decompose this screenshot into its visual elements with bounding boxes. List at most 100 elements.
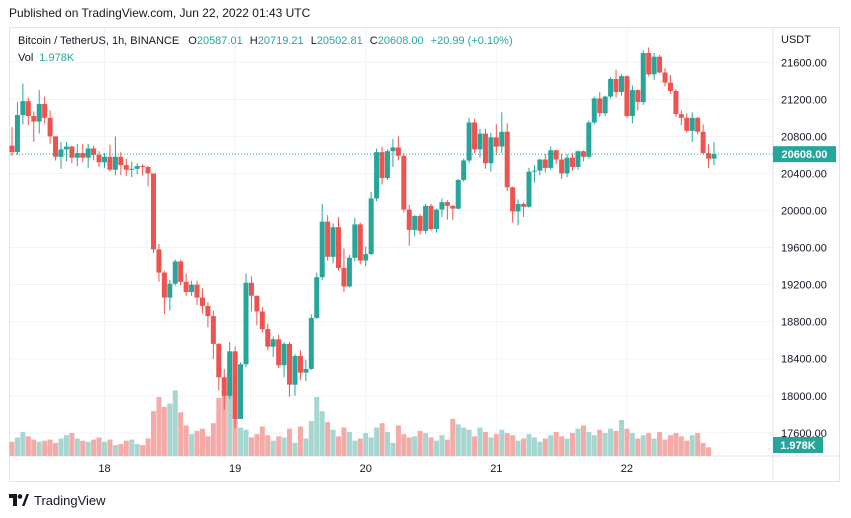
volume-bar (597, 429, 603, 456)
volume-bar (123, 440, 129, 456)
volume-bar (205, 436, 211, 456)
volume-bar (537, 441, 543, 456)
candle-body (618, 76, 624, 92)
candle-body (444, 202, 450, 206)
candle-body (69, 146, 75, 158)
candle-body (570, 157, 576, 167)
candle-body (210, 316, 216, 344)
volume-bar (270, 440, 276, 456)
low-label: L (310, 35, 317, 47)
volume-bar (548, 435, 554, 456)
candle-body (553, 150, 559, 160)
candle-body (216, 343, 222, 378)
volume-bar (695, 433, 701, 456)
candle-body (129, 168, 135, 170)
last-price-badge (773, 146, 836, 163)
candle-body (91, 148, 97, 155)
volume-bar (657, 431, 663, 456)
candle-body (47, 117, 53, 137)
volume-bar (515, 440, 521, 456)
candle-body (542, 159, 548, 168)
candle-body (25, 101, 31, 117)
grid (10, 28, 840, 480)
volume-bar (559, 436, 565, 456)
candle-body (662, 72, 668, 83)
candle-body (591, 98, 597, 123)
candle-body (368, 198, 374, 255)
x-tick-label: 22 (621, 463, 633, 475)
volume-value: 1.978K (39, 52, 75, 64)
candle-body (205, 305, 211, 317)
volume-bar (248, 437, 254, 456)
volume-bar (433, 440, 439, 456)
volume-bar (379, 423, 385, 456)
candle-body (183, 281, 189, 293)
volume-bar (618, 419, 624, 456)
axis-labels: 20608.00 1.978K (773, 146, 836, 453)
volume-bar (297, 426, 303, 456)
chart-frame[interactable] (9, 27, 840, 482)
candle-body (689, 117, 695, 131)
candle-body (706, 153, 712, 159)
volume-bar (53, 442, 59, 456)
volume-bar (368, 437, 374, 456)
volume-bar (178, 412, 184, 456)
candle-body (167, 283, 173, 298)
volume-bar (96, 437, 102, 456)
volume-bar (455, 424, 461, 456)
volume-bar (591, 435, 597, 456)
volume-bar (85, 441, 91, 456)
volume-bar (553, 431, 559, 456)
volume-bar (477, 427, 483, 456)
candle-body (297, 355, 303, 373)
volume-bar (221, 389, 227, 456)
candle-body (199, 297, 205, 306)
candle-body (150, 173, 156, 250)
candle-body (423, 205, 429, 231)
candle-body (341, 267, 347, 287)
currency-label: USDT (781, 34, 811, 46)
footer-brand[interactable]: TradingView (9, 492, 106, 508)
volume-bar (346, 431, 352, 456)
volume-bar (586, 431, 592, 456)
volume-bar (444, 439, 450, 456)
y-tick-label: 20800.00 (781, 131, 827, 143)
volume-bar (450, 418, 456, 456)
open-value: 20587.01 (196, 35, 243, 47)
volume-legend[interactable]: Vol 1.978K (18, 52, 74, 64)
candle-body (63, 146, 69, 150)
volume-bar (395, 425, 401, 456)
candle-body (395, 147, 401, 156)
volume-bar (521, 438, 527, 456)
candle-body (363, 254, 369, 261)
candle-body (499, 131, 505, 147)
volume-bar (357, 438, 363, 456)
volume-bar (439, 435, 445, 456)
volume-bar (243, 429, 249, 456)
candle-body (53, 136, 59, 157)
candle-body (586, 122, 592, 157)
candle-body (412, 216, 418, 230)
candle-body (314, 277, 320, 318)
y-tick-label: 20400.00 (781, 168, 827, 180)
price-axis: 17600.00 18000.00 18400.00 18800.00 19200.00… (781, 57, 827, 440)
volume-bar (667, 435, 673, 456)
volume-bar (189, 434, 195, 456)
candle-body (352, 224, 358, 258)
candle-body (346, 257, 352, 287)
y-tick-label: 21200.00 (781, 94, 827, 106)
y-tick-label: 18400.00 (781, 354, 827, 366)
volume-bar (461, 427, 467, 456)
volume-bar (325, 422, 331, 456)
volume-bar (423, 433, 429, 456)
candle-body (613, 78, 619, 92)
x-tick-label: 20 (360, 463, 372, 475)
candle-body (646, 53, 652, 75)
candle-body (112, 156, 118, 170)
symbol-legend[interactable]: Bitcoin / TetherUS, 1h, BINANCE O20587.0… (18, 35, 517, 47)
candle-body (521, 204, 527, 207)
candle-body (9, 145, 15, 153)
candle-body (85, 148, 91, 158)
volume-bar (542, 438, 548, 456)
